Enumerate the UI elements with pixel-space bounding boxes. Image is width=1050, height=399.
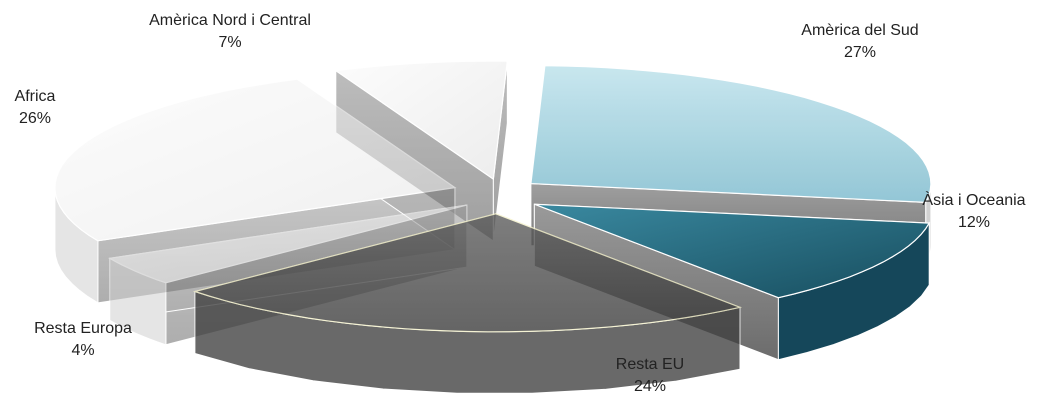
label-america-nord: Amèrica Nord i Central 7% [120,10,340,54]
slice-top [54,78,457,242]
slice-percent: 7% [218,34,242,51]
slice-name: Resta Europa [34,320,132,337]
slice-name: Amèrica Nord i Central [149,12,311,29]
label-asia-oceania: Àsia i Oceania 12% [904,190,1044,234]
label-africa: Africa 26% [0,86,70,130]
slice-percent: 24% [633,378,667,395]
slice-percent: 27% [843,44,877,61]
slice-top [192,213,743,333]
slice-top [530,64,932,204]
slice-name: Àsia i Oceania [922,192,1026,209]
slice-name: Resta EU [615,356,685,373]
label-resta-eu: Resta EU 24% [580,354,720,398]
label-america-sud: Amèrica del Sud 27% [780,20,940,64]
slice-top [107,204,467,284]
slice-name: Africa [14,88,56,105]
slice-percent: 4% [71,342,95,359]
slice-top [334,60,508,181]
slice-percent: 12% [957,214,991,231]
pie-slice-2 [192,213,743,394]
slice-percent: 26% [18,110,52,127]
label-resta-europa: Resta Europa 4% [8,318,158,362]
slice-name: Amèrica del Sud [801,22,919,39]
slice-top [534,203,931,299]
